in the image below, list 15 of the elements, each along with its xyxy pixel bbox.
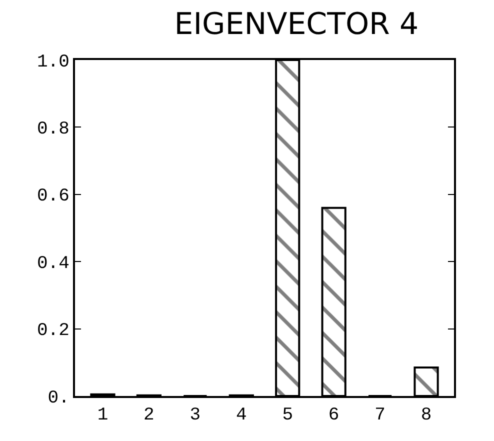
y-tick-label: 0. xyxy=(48,388,70,408)
y-tick-label: 1.0 xyxy=(36,52,70,72)
x-tick-label: 6 xyxy=(328,406,340,426)
chart-title: EIGENVECTOR 4 xyxy=(174,7,419,42)
x-tick-label: 4 xyxy=(236,406,247,426)
x-tick-label: 8 xyxy=(420,406,432,426)
x-tick-label: 7 xyxy=(374,406,386,426)
x-tick-label: 3 xyxy=(190,406,201,426)
y-tick-label: 0.8 xyxy=(36,120,70,140)
x-tick-label: 5 xyxy=(282,406,294,426)
x-tick-label: 2 xyxy=(144,406,154,426)
y-tick-label: 0.4 xyxy=(36,254,70,274)
y-tick-label: 0.2 xyxy=(36,321,70,342)
x-tick-label: 1 xyxy=(97,406,108,426)
y-tick-label: 0.6 xyxy=(36,186,70,207)
